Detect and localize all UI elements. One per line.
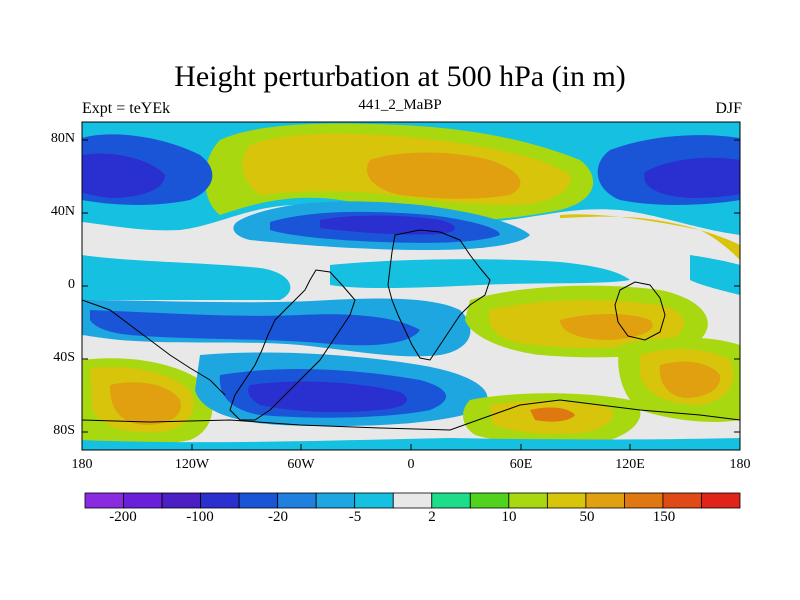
contour-np-right-dark [644, 157, 740, 198]
lon-label-120w: 120W [174, 457, 210, 472]
colorbar-label: -20 [268, 509, 288, 525]
colorbar-label: -200 [109, 509, 137, 525]
plot-title: Height perturbation at 500 hPa (in m) [174, 60, 626, 93]
colorbar-swatch [354, 492, 394, 509]
coastline-australia [614, 281, 666, 341]
lat-label-80n: 80N [50, 131, 75, 146]
colorbar-swatch [123, 492, 163, 509]
colorbar-swatch [546, 492, 587, 509]
lat-label-80s: 80S [53, 423, 75, 438]
axis-ticks [81, 139, 741, 450]
coastline-south-america-west [82, 299, 226, 396]
colorbar-swatch [508, 492, 548, 509]
contour-north-positive-orange [366, 152, 521, 199]
run-label: 441_2_MaBP [358, 97, 442, 113]
experiment-label: Expt = teYEk [82, 100, 171, 117]
colorbar-swatch [238, 492, 279, 509]
lon-label-120e: 120E [615, 457, 645, 472]
contour-southern-ocean-dark [248, 381, 408, 413]
contour-equatorial-cyan-left [82, 255, 291, 300]
contour-se-positive-orange [659, 361, 721, 398]
lon-label-0: 0 [407, 457, 415, 472]
colorbar-label: 10 [501, 509, 517, 525]
contour-antarctic-positive-orange [530, 407, 575, 422]
lat-label-40n: 40N [50, 204, 75, 219]
colorbar-swatch [200, 492, 240, 509]
lon-label-60w: 60W [287, 457, 315, 472]
colorbar-label: 2 [428, 509, 436, 525]
contour-sp-left-orange [110, 382, 181, 425]
coastline-antarctica [82, 399, 740, 431]
lon-label-180-west: 180 [71, 457, 93, 472]
colorbar-swatch [585, 492, 625, 509]
colorbar-label: -5 [348, 509, 362, 525]
contour-sio-positive-orange [560, 314, 653, 340]
colorbar-swatch [469, 492, 510, 509]
colorbar-swatch [624, 492, 664, 509]
colorbar-swatch [161, 492, 201, 509]
colorbar-swatch [277, 492, 317, 509]
colorbar-swatch [701, 492, 741, 509]
coastline-south-america [229, 269, 356, 421]
colorbar-swatch [84, 492, 124, 509]
colorbar-swatch [315, 492, 356, 509]
colorbar-swatch [662, 492, 702, 509]
lat-label-40s: 40S [53, 350, 75, 365]
colorbar [84, 492, 741, 509]
lon-label-60e: 60E [509, 457, 533, 472]
lat-label-equator: 0 [68, 277, 75, 292]
contour-np-left-dark [82, 153, 165, 198]
contour-field [82, 122, 740, 450]
coastlines [82, 229, 740, 431]
colorbar-label: 50 [579, 509, 595, 525]
coastline-africa [387, 229, 491, 361]
season-label: DJF [715, 100, 742, 117]
lon-label-180-east: 180 [729, 457, 751, 472]
contour-south-band-blue [90, 310, 420, 346]
colorbar-label: 150 [652, 509, 676, 525]
contour-equatorial-cyan-right [330, 259, 630, 289]
colorbar-label: -100 [186, 509, 214, 525]
colorbar-swatch [392, 492, 433, 509]
contour-equatorial-cyan-east [690, 255, 740, 295]
colorbar-swatch [431, 492, 471, 509]
